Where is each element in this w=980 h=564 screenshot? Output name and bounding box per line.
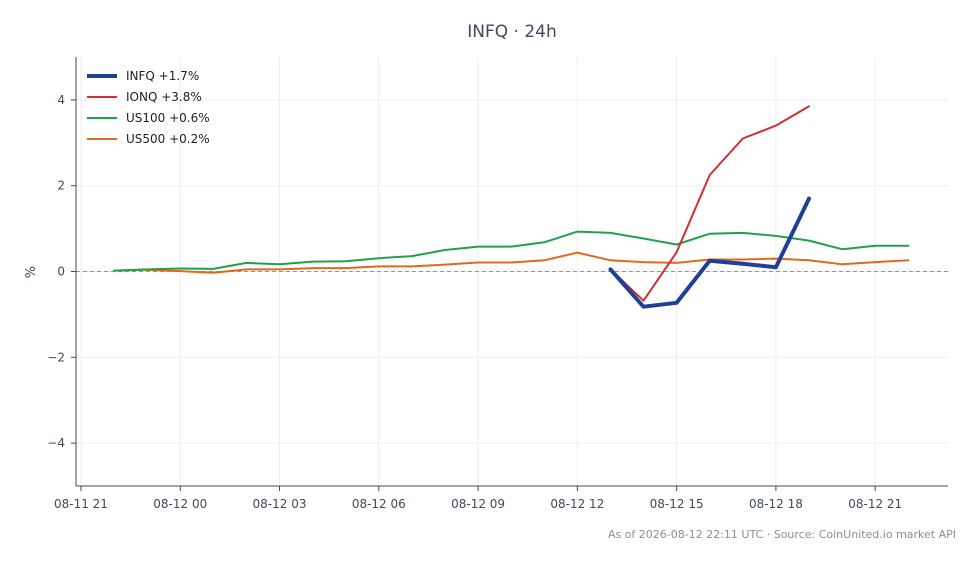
y-axis-ticks: −4 −2 0 2 4 bbox=[47, 93, 76, 450]
x-tick-label-0: 08-11 21 bbox=[54, 497, 108, 511]
series-line-2 bbox=[113, 230, 910, 272]
x-tick-label-8: 08-12 21 bbox=[848, 497, 902, 511]
series-line-3 bbox=[113, 251, 910, 274]
x-tick-label-4: 08-12 09 bbox=[451, 497, 505, 511]
legend-label-0: INFQ +1.7% bbox=[126, 69, 199, 83]
x-tick-label-2: 08-12 03 bbox=[253, 497, 307, 511]
chart-title: INFQ · 24h bbox=[467, 22, 557, 42]
y-tick-label-2: 0 bbox=[57, 265, 65, 279]
y-tick-label-3: 2 bbox=[57, 179, 65, 193]
y-tick-label-0: −4 bbox=[47, 436, 65, 450]
series-group bbox=[113, 105, 910, 309]
x-tick-label-1: 08-12 00 bbox=[153, 497, 207, 511]
series-line-1 bbox=[609, 105, 810, 302]
series-line-0 bbox=[608, 196, 811, 309]
y-tick-label-1: −2 bbox=[47, 350, 65, 364]
y-axis-label: % bbox=[24, 266, 39, 278]
x-axis-ticks: 08-11 21 08-12 00 08-12 03 08-12 06 08-12 09… bbox=[54, 486, 902, 511]
legend-label-1: IONQ +3.8% bbox=[126, 90, 202, 104]
legend-label-3: US500 +0.2% bbox=[126, 132, 210, 146]
x-tick-label-7: 08-12 18 bbox=[749, 497, 803, 511]
x-tick-label-5: 08-12 12 bbox=[550, 497, 604, 511]
x-tick-label-6: 08-12 15 bbox=[650, 497, 704, 511]
legend-label-2: US100 +0.6% bbox=[126, 111, 210, 125]
y-tick-label-4: 4 bbox=[57, 93, 65, 107]
footer-source: As of 2026-08-12 22:11 UTC · Source: Coi… bbox=[608, 528, 956, 541]
legend: INFQ +1.7% IONQ +3.8% US100 +0.6% US500 +0.… bbox=[87, 69, 210, 146]
x-tick-label-3: 08-12 06 bbox=[352, 497, 406, 511]
